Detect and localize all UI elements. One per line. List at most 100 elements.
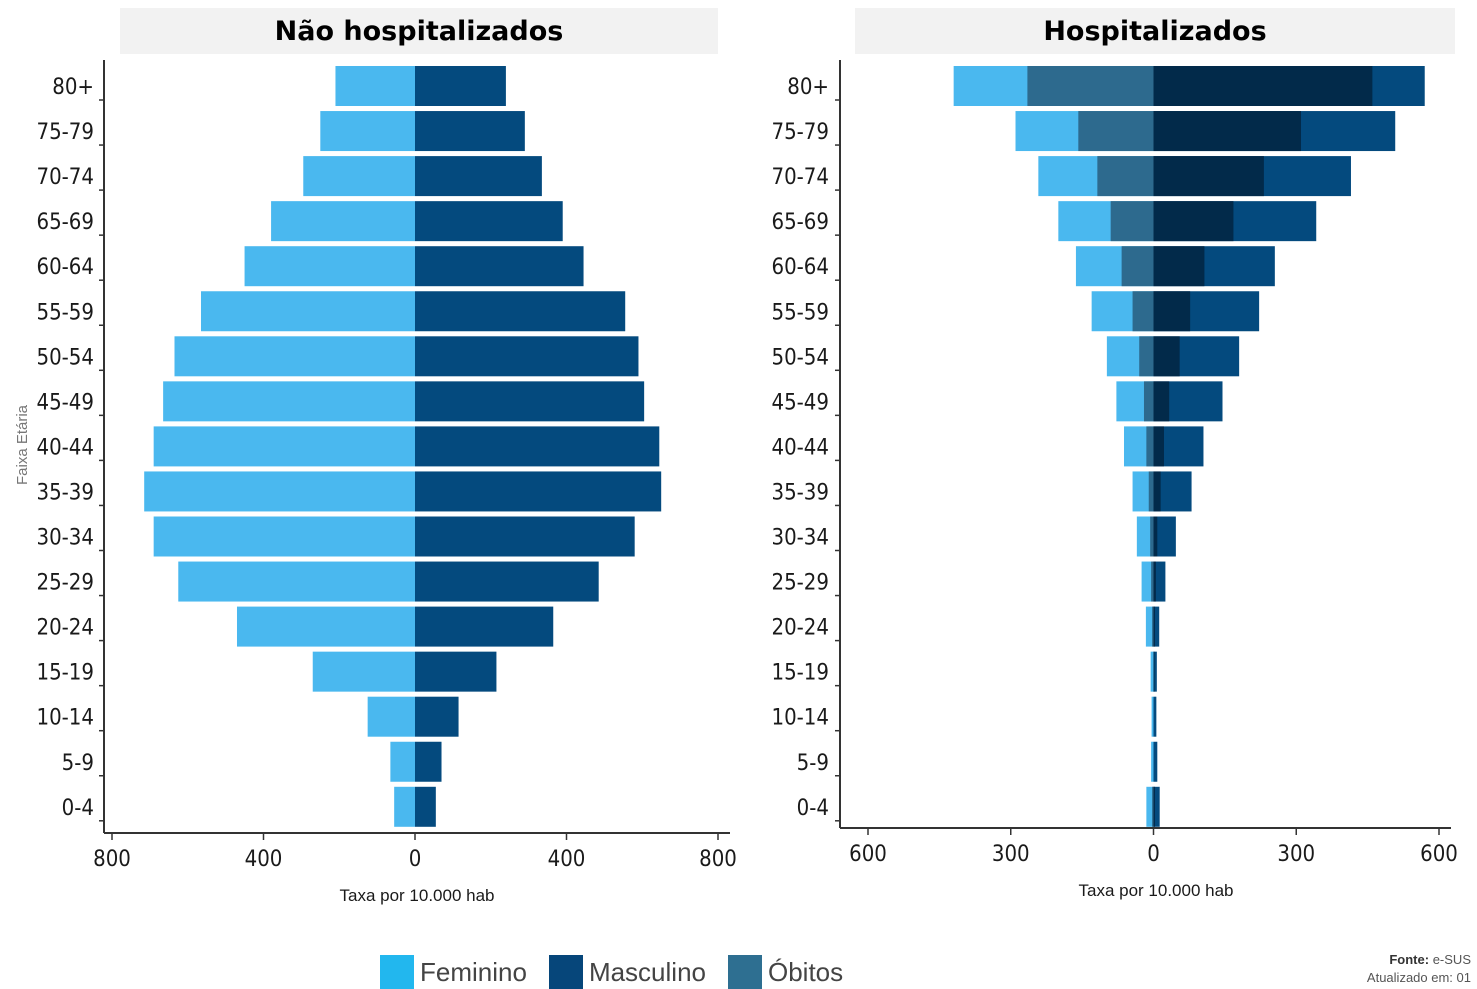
footer-source: Fonte: e-SUS Atualizado em: 01 [1367,951,1471,987]
bar-masculino-35-39 [415,471,662,512]
bar-obitos-feminino-35-39 [1148,471,1154,512]
bar-feminino-45-49 [163,381,415,422]
bar-feminino-5-9 [1151,741,1154,782]
bar-masculino-10-14 [1153,696,1157,737]
y-tick-label-65-69: 65-69 [36,210,94,235]
bar-obitos-masculino-65-69 [1153,201,1234,242]
panel-title-hospitalizados: Hospitalizados [855,8,1455,54]
bar-feminino-30-34 [153,516,415,557]
bar-obitos-masculino-20-24 [1153,606,1155,647]
y-tick-label-50-54: 50-54 [771,345,829,370]
bar-masculino-75-79 [415,111,525,152]
x-tick-label: 0 [1147,842,1160,867]
legend-label-masculino: Masculino [588,956,706,987]
y-tick-label-35-39: 35-39 [771,480,829,505]
bar-masculino-65-69 [415,201,563,242]
y-tick-label-60-64: 60-64 [771,255,829,280]
y-tick-label-80+: 80+ [52,75,94,100]
bar-feminino-55-59 [201,291,415,332]
x-tick-label: 400 [548,847,586,872]
x-tick-label: 600 [1420,842,1458,867]
legend-item-masculino: Masculino [548,955,706,989]
bar-masculino-40-44 [415,426,660,467]
legend: Feminino Masculino Óbitos [380,955,865,989]
y-tick-label-40-44: 40-44 [36,435,94,460]
y-tick-label-60-64: 60-64 [36,255,94,280]
bar-masculino-30-34 [1153,516,1176,557]
y-tick-label-70-74: 70-74 [771,165,829,190]
bar-obitos-feminino-75-79 [1078,111,1154,152]
bar-obitos-masculino-70-74 [1153,156,1264,197]
bar-feminino-35-39 [1132,471,1154,512]
bar-masculino-20-24 [1153,606,1160,647]
bar-obitos-feminino-50-54 [1139,336,1154,377]
x-tick-label: 800 [699,847,737,872]
legend-swatch-masculino [548,955,583,989]
bar-feminino-0-4 [1146,786,1154,827]
x-axis-title: Taxa por 10.000 hab [339,886,494,905]
footer-source-value: e-SUS [1432,952,1471,967]
legend-item-feminino: Feminino [380,955,527,989]
bar-masculino-5-9 [415,741,442,782]
bar-masculino-0-4 [415,786,436,827]
bar-feminino-10-14 [1151,696,1154,737]
bar-obitos-masculino-60-64 [1153,246,1205,287]
y-tick-label-5-9: 5-9 [62,751,94,776]
y-tick-label-55-59: 55-59 [36,300,94,325]
x-tick-label: 400 [245,847,283,872]
bar-masculino-70-74 [415,156,542,197]
bar-obitos-feminino-40-44 [1146,426,1154,467]
bar-feminino-50-54 [174,336,415,377]
bar-masculino-30-34 [415,516,635,557]
bar-masculino-10-14 [415,696,459,737]
bar-feminino-65-69 [271,201,415,242]
bar-feminino-15-19 [1150,651,1154,692]
x-tick-label: 300 [992,842,1030,867]
bar-masculino-0-4 [1153,786,1160,827]
bar-feminino-80+ [335,66,415,106]
footer-updated: Atualizado em: 01 [1366,970,1471,985]
bar-feminino-5-9 [390,741,415,782]
bar-masculino-50-54 [415,336,639,377]
bar-masculino-25-29 [415,561,599,602]
bar-obitos-masculino-15-19 [1153,651,1155,692]
y-tick-label-40-44: 40-44 [771,435,829,460]
bar-feminino-40-44 [153,426,415,467]
bar-obitos-masculino-30-34 [1153,516,1158,557]
bar-feminino-30-34 [1136,516,1154,557]
bar-feminino-70-74 [303,156,415,197]
y-tick-label-5-9: 5-9 [797,751,829,776]
y-tick-label-20-24: 20-24 [36,616,94,641]
x-axis-title: Taxa por 10.000 hab [1078,881,1233,900]
y-tick-label-0-4: 0-4 [62,796,94,821]
bar-feminino-15-19 [312,651,415,692]
panel-title-nao-hospitalizados: Não hospitalizados [120,8,718,54]
bar-masculino-80+ [415,66,506,106]
bar-feminino-25-29 [1141,561,1154,602]
y-tick-label-30-34: 30-34 [771,526,829,551]
bar-obitos-masculino-75-79 [1153,111,1302,152]
y-tick-label-75-79: 75-79 [36,120,94,145]
bar-feminino-20-24 [1145,606,1154,647]
bar-masculino-15-19 [1153,651,1157,692]
bar-obitos-feminino-60-64 [1121,246,1154,287]
bar-obitos-feminino-0-4 [1152,786,1154,827]
bar-obitos-feminino-25-29 [1151,561,1154,602]
bar-feminino-0-4 [394,786,415,827]
x-tick-label: 800 [93,847,131,872]
legend-item-obitos: Óbitos [728,955,843,989]
bar-obitos-feminino-70-74 [1097,156,1154,197]
y-tick-label-30-34: 30-34 [36,526,94,551]
legend-label-feminino: Feminino [420,956,527,987]
y-tick-label-80+: 80+ [787,75,829,100]
bar-feminino-75-79 [320,111,415,152]
bar-obitos-feminino-45-49 [1143,381,1154,422]
footer-source-label: Fonte: [1389,952,1430,967]
x-tick-label: 0 [409,847,422,872]
bar-obitos-masculino-0-4 [1153,786,1155,827]
bar-feminino-60-64 [244,246,415,287]
y-tick-label-75-79: 75-79 [771,120,829,145]
x-tick-label: 300 [1277,842,1315,867]
y-tick-label-10-14: 10-14 [771,706,829,731]
